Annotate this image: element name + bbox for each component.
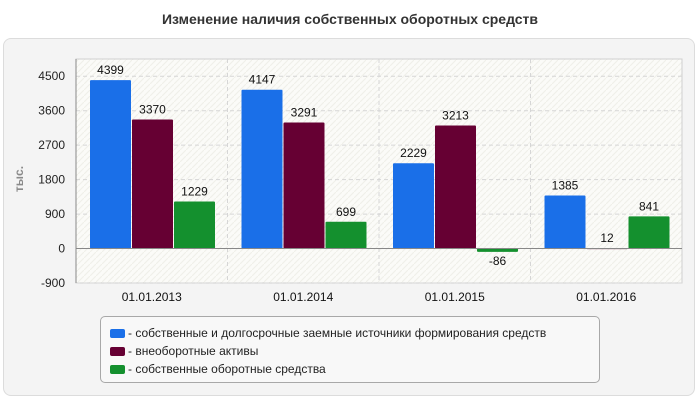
data-label: 4399 [97, 63, 124, 77]
bar [241, 89, 283, 249]
legend-swatch-noncurrent-assets [110, 346, 125, 356]
data-label: 12 [600, 231, 614, 245]
data-label: 1229 [181, 184, 208, 198]
data-label: 2229 [400, 146, 427, 160]
bar [174, 201, 215, 249]
x-tick-label: 01.01.2013 [122, 290, 182, 304]
bar [283, 122, 325, 249]
data-label: 3213 [442, 109, 469, 123]
data-label: 1385 [552, 179, 579, 193]
y-tick-label: 900 [45, 207, 65, 221]
data-label: 3370 [139, 102, 166, 116]
legend-item-noncurrent-assets: - внеоборотные активы [110, 343, 258, 359]
x-tick-label: 01.01.2016 [576, 290, 636, 304]
chart-title: Изменение наличия собственных оборотных … [161, 11, 539, 27]
bar [325, 221, 367, 249]
x-tick-label: 01.01.2015 [425, 290, 485, 304]
legend-label-sources: - собственные и долгосрочные заемные ист… [128, 326, 547, 340]
bar [393, 163, 434, 249]
x-tick-label: 01.01.2014 [273, 290, 333, 304]
legend-item-working-capital: - собственные оборотные средства [110, 361, 326, 377]
y-tick-label: 2700 [38, 138, 65, 152]
data-label: 3291 [291, 106, 318, 120]
legend: - собственные и долгосрочные заемные ист… [100, 316, 600, 383]
data-label: 4147 [249, 73, 276, 87]
y-tick-label: 4500 [38, 69, 65, 83]
y-tick-label: 1800 [38, 173, 65, 187]
bar [477, 248, 518, 252]
legend-swatch-working-capital [110, 364, 125, 374]
bar [435, 125, 476, 249]
legend-label-noncurrent-assets: - внеоборотные активы [128, 344, 259, 358]
legend-label-working-capital: - собственные оборотные средства [128, 362, 326, 376]
bar [544, 195, 586, 249]
legend-swatch-sources [110, 328, 125, 338]
bar [132, 119, 173, 249]
bar [90, 80, 131, 249]
bar [628, 216, 670, 249]
y-tick-label: -900 [41, 276, 65, 290]
y-tick-label: 0 [58, 242, 65, 256]
data-label: -86 [489, 254, 507, 268]
data-label: 841 [639, 199, 659, 213]
data-label: 699 [336, 205, 356, 219]
legend-item-sources: - собственные и долгосрочные заемные ист… [110, 325, 546, 341]
y-tick-label: 3600 [38, 104, 65, 118]
